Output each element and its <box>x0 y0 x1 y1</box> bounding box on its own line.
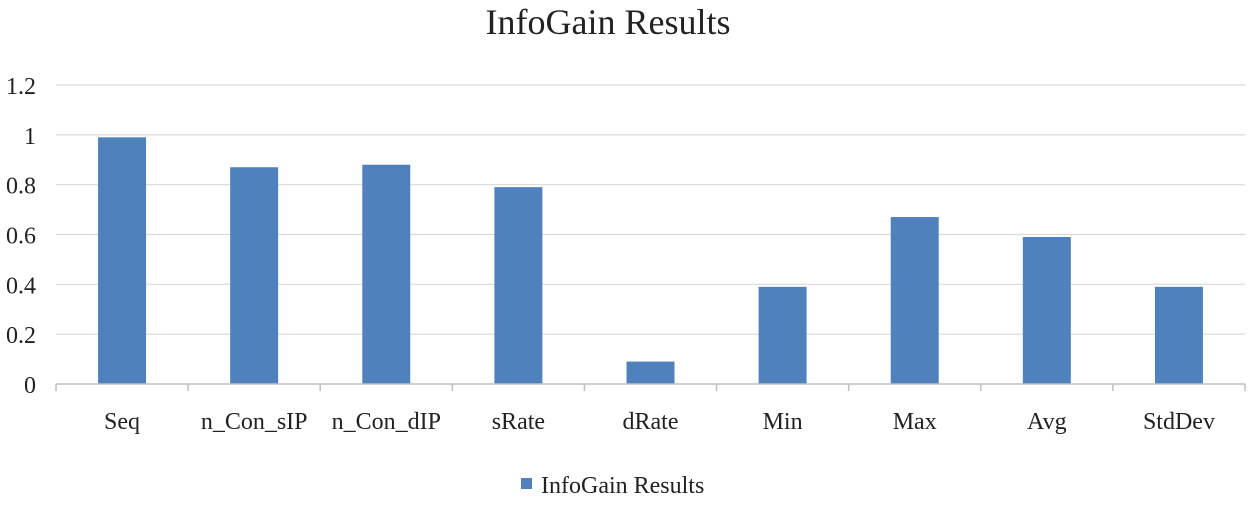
legend: InfoGain Results <box>521 473 704 499</box>
y-axis-ticks: 0 0.2 0.4 0.6 0.8 1 1.2 <box>6 74 36 399</box>
x-tick-label: Min <box>763 409 803 435</box>
x-tick-label: n_Con_dIP <box>332 409 441 435</box>
y-tick-label: 1.2 <box>6 74 36 100</box>
x-tick-label: Max <box>893 409 937 435</box>
y-tick-label: 0.4 <box>6 273 36 299</box>
x-tick-label: Avg <box>1027 409 1067 435</box>
x-axis <box>55 383 1246 391</box>
bar-drate <box>626 361 675 384</box>
x-tick-label: Seq <box>104 409 140 435</box>
bar-n-con-dip <box>362 164 411 384</box>
y-tick-label: 0 <box>24 373 36 399</box>
y-tick-label: 0.2 <box>6 323 36 349</box>
bar-seq <box>98 137 147 384</box>
legend-swatch <box>521 478 532 489</box>
bar-srate <box>494 187 543 384</box>
x-tick-label: dRate <box>623 409 679 435</box>
bar-avg <box>1022 236 1071 384</box>
bar-max <box>890 217 939 384</box>
x-tick-label: StdDev <box>1143 409 1215 435</box>
y-tick-label: 1 <box>24 124 36 150</box>
x-tick-label: sRate <box>492 409 545 435</box>
bar-min <box>758 286 807 384</box>
x-axis-labels: Seq n_Con_sIP n_Con_dIP sRate dRate Min Max Avg… <box>104 409 1215 435</box>
bars <box>98 137 1203 384</box>
chart-title: InfoGain Results <box>486 2 731 42</box>
x-tick-label: n_Con_sIP <box>201 409 308 435</box>
bar-stddev <box>1154 286 1203 384</box>
bar-n-con-sip <box>230 167 279 384</box>
y-tick-label: 0.8 <box>6 174 36 200</box>
y-tick-label: 0.6 <box>6 224 36 250</box>
legend-label: InfoGain Results <box>541 473 704 499</box>
